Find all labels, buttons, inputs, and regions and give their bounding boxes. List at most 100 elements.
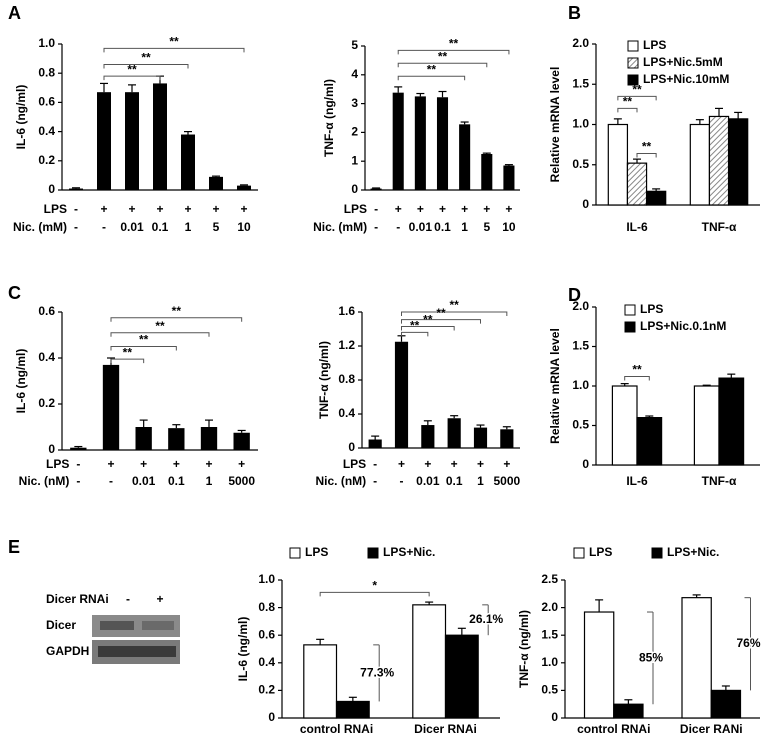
row-label: LPS [343,457,366,471]
bar [135,427,152,450]
x-tick-label: + [212,202,219,216]
y-tick-label: 0.6 [258,627,275,641]
panel-label: E [8,537,20,557]
y-tick-label: 1.0 [258,572,275,586]
x-tick-label: + [107,457,114,471]
y-tick-label: 0 [268,710,275,724]
y-axis-label: IL-6 (ng/ml) [236,617,250,682]
significance-label: ** [141,51,151,65]
bar [444,634,479,719]
significance-label: ** [410,319,420,333]
bar [303,644,338,719]
significance-label: ** [438,49,448,63]
bar [473,427,488,448]
bar [394,341,409,448]
x-tick-label: 1 [185,220,192,234]
x-tick-label: 1 [461,220,468,234]
y-axis-label: Relative mRNA level [548,328,562,444]
bar [710,689,742,719]
row-label: LPS [344,202,367,216]
bar [613,703,644,719]
panel-label: D [568,285,581,305]
bar [209,176,223,190]
x-tick-label: + [238,457,245,471]
x-tick-label: + [173,457,180,471]
legend-swatch [573,547,585,559]
blot-band [142,621,174,630]
y-tick-label: 0 [48,182,55,196]
legend-swatch [624,321,636,333]
y-tick-label: 0.8 [38,65,55,79]
significance-label: ** [632,363,642,377]
y-tick-label: 2.5 [541,572,558,586]
x-tick-label: 10 [502,220,516,234]
bar [335,700,370,719]
significance-bracket [110,317,243,322]
y-tick-label: 4 [351,67,358,81]
significance-bracket [401,319,481,324]
x-tick-label: - [374,220,378,234]
panel-label: C [8,283,21,303]
y-tick-label: 0 [551,710,558,724]
x-tick-label: - [74,220,78,234]
bar [168,428,185,450]
x-tick-label: IL-6 [626,474,648,488]
y-tick-label: 0 [351,182,358,196]
y-tick-label: 1.6 [338,304,355,318]
bar [414,96,426,190]
y-tick-label: 1.0 [572,378,589,392]
x-tick-label: - [76,457,80,471]
significance-label: ** [427,62,437,76]
y-tick-label: 0.2 [38,153,55,167]
y-tick-label: 3 [351,96,358,110]
x-tick-label: + [398,457,405,471]
legend-label: LPS [643,38,666,52]
bar [481,154,493,190]
y-tick-label: 0.6 [38,304,55,318]
bar [153,83,167,190]
bar [181,134,195,190]
x-tick-label: + [505,202,512,216]
reduction-label: 77.3% [360,665,394,679]
x-tick-label: 0.1 [434,220,451,234]
bar [370,188,382,190]
x-tick-label: + [140,457,147,471]
bar [436,97,449,190]
x-tick-label: - [374,202,378,216]
y-tick-label: 0.6 [38,95,55,109]
bar [237,185,251,190]
x-tick-label: - [400,474,404,488]
x-tick-label: + [156,202,163,216]
reduction-label: 26.1% [469,612,503,626]
panel-label: A [8,3,21,23]
bar [503,165,515,190]
significance-bracket [110,346,177,351]
x-tick-label: + [205,457,212,471]
x-tick-label: - [74,202,78,216]
bar [70,447,87,450]
bar [626,162,648,206]
significance-label: * [372,579,377,593]
y-axis-label: IL-6 (ng/ml) [14,349,28,414]
row-label: LPS [46,457,69,471]
y-tick-label: 0 [48,442,55,456]
row-label: Nic. (nM) [19,474,70,488]
bar [421,425,435,448]
legend-label: LPS+Nic. [667,545,719,559]
y-tick-label: 1.5 [572,76,589,90]
bar [102,364,120,450]
x-tick-label: - [373,474,377,488]
x-tick-label: + [483,202,490,216]
x-tick-label: Dicer RNAi [414,722,477,736]
y-tick-label: 2 [351,125,358,139]
x-tick-label: 0.01 [120,220,144,234]
x-tick-label: - [373,457,377,471]
bar [97,92,111,190]
x-tick-label: - [102,220,106,234]
significance-bracket [617,95,657,101]
significance-bracket [103,63,189,69]
legend-label: LPS [640,302,663,316]
reduction-label: 85% [639,650,663,664]
x-tick-label: + [503,457,510,471]
significance-bracket [319,591,430,597]
